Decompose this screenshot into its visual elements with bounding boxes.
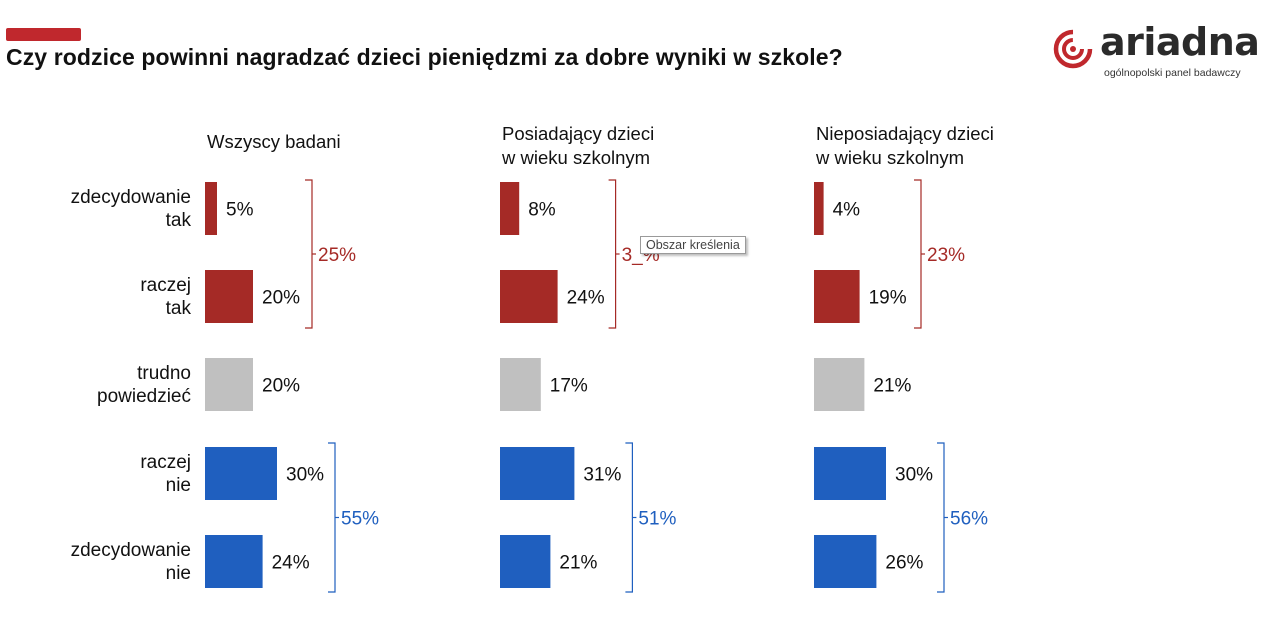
panel-header: Wszyscy badani	[207, 131, 341, 152]
accent-bar	[6, 28, 81, 41]
bar	[814, 358, 865, 411]
bracket	[914, 179, 922, 329]
bar	[500, 270, 558, 323]
logo-tagline: ogólnopolski panel badawczy	[1104, 67, 1241, 79]
bar	[205, 182, 217, 235]
bar	[205, 358, 253, 411]
ariadna-logo: ariadna ogólnopolski panel badawczy	[1052, 20, 1262, 86]
bar	[500, 447, 575, 500]
data-label: 20%	[262, 376, 300, 397]
bar	[205, 447, 277, 500]
category-label: raczej	[140, 452, 191, 473]
bar	[500, 535, 551, 588]
category-label: raczej	[140, 275, 191, 296]
category-label: tak	[166, 210, 192, 231]
sum-label: 51%	[638, 509, 676, 530]
data-label: 21%	[873, 376, 911, 397]
bar	[814, 182, 824, 235]
bracket	[608, 179, 617, 329]
sum-label: 25%	[318, 245, 356, 266]
data-label: 20%	[262, 288, 300, 309]
data-label: 17%	[550, 376, 588, 397]
panel-header: Nieposiadający dzieci	[816, 123, 994, 144]
bar	[205, 535, 263, 588]
bar	[814, 535, 877, 588]
ariadna-spiral-icon	[1053, 29, 1093, 69]
sum-label: 23%	[927, 245, 965, 266]
bracket	[625, 442, 633, 593]
category-label: zdecydowanie	[71, 540, 191, 561]
data-label: 26%	[885, 553, 923, 574]
data-label: 24%	[272, 553, 310, 574]
chart-title: Czy rodzice powinni nagradzać dzieci pie…	[6, 44, 843, 70]
data-label: 8%	[528, 200, 556, 221]
data-label: 4%	[833, 200, 861, 221]
logo-wordmark: ariadna	[1100, 20, 1260, 64]
panel-header: Posiadający dzieci	[502, 123, 654, 144]
tooltip: Obszar kreślenia	[640, 236, 746, 254]
category-label: zdecydowanie	[71, 187, 191, 208]
sum-label: 56%	[950, 509, 988, 530]
bar	[500, 182, 520, 235]
data-label: 30%	[895, 465, 933, 486]
data-label: 19%	[869, 288, 907, 309]
panel-header: w wieku szkolnym	[501, 147, 650, 168]
data-label: 30%	[286, 465, 324, 486]
bar	[500, 358, 541, 411]
category-label: nie	[166, 475, 191, 496]
bracket	[328, 442, 336, 593]
sum-label: 55%	[341, 509, 379, 530]
data-label: 5%	[226, 200, 254, 221]
category-label: trudno	[137, 363, 191, 384]
data-label: 24%	[567, 288, 605, 309]
category-label: powiedzieć	[97, 386, 191, 407]
category-label: nie	[166, 563, 191, 584]
bracket	[305, 179, 313, 329]
bar	[205, 270, 253, 323]
bar	[814, 270, 860, 323]
category-label: tak	[166, 298, 192, 319]
bracket	[937, 442, 945, 593]
data-label: 31%	[583, 465, 621, 486]
data-label: 21%	[559, 553, 597, 574]
panel-header: w wieku szkolnym	[815, 147, 964, 168]
bar	[814, 447, 886, 500]
